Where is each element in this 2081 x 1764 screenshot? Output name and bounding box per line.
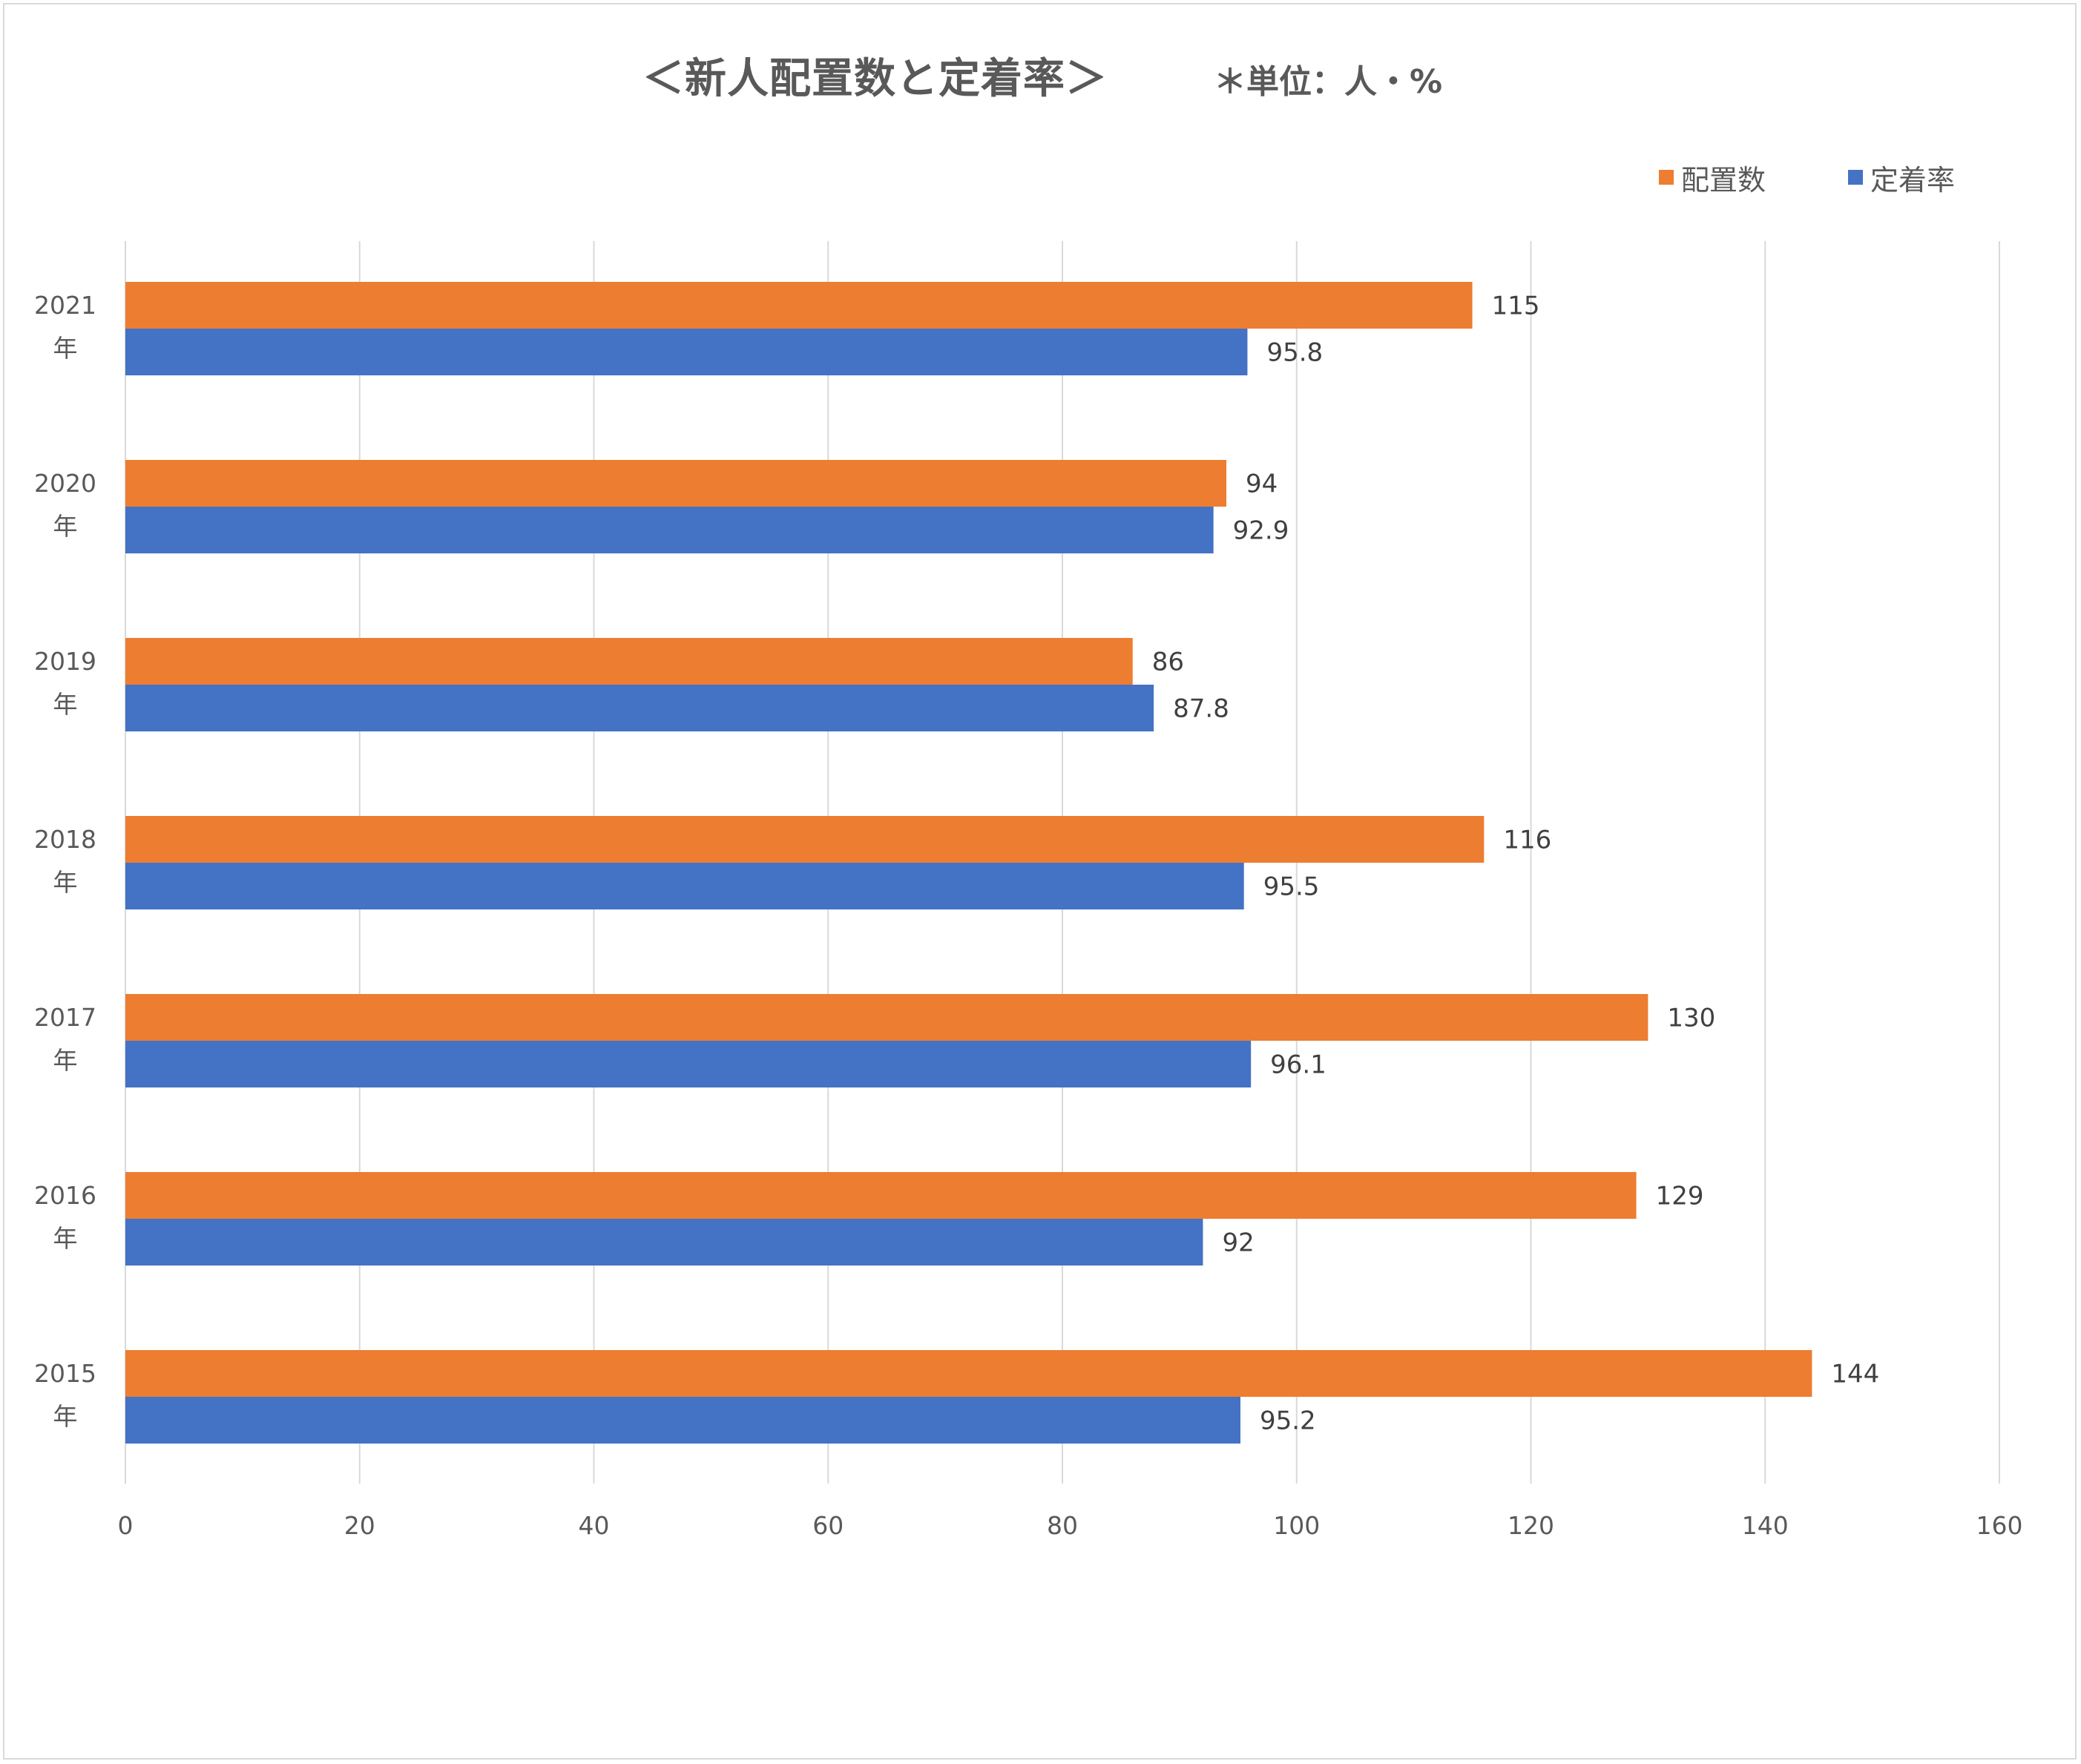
chart-title: ＜新人配置数と定着率＞ [642, 55, 1108, 103]
x-tick-label: 160 [1976, 1511, 2023, 1540]
legend-swatch-blue [1848, 170, 1863, 185]
x-tick-label: 120 [1508, 1511, 1554, 1540]
y-category-label: 2021 [34, 291, 96, 320]
y-category-label: 2017 [34, 1003, 96, 1032]
bar-placement [125, 282, 1473, 329]
x-tick-label: 20 [344, 1511, 375, 1540]
y-category-label: 年 [53, 1046, 78, 1075]
bar-placement [125, 816, 1485, 863]
data-label-placement: 94 [1246, 470, 1278, 499]
x-tick-label: 80 [1047, 1511, 1078, 1540]
data-label-placement: 115 [1492, 292, 1540, 321]
data-label-placement: 129 [1656, 1182, 1704, 1211]
bar-retention [125, 1041, 1252, 1087]
bar-retention [125, 863, 1244, 909]
y-category-label: 2018 [34, 825, 96, 854]
data-label-placement: 144 [1831, 1360, 1879, 1389]
legend-item-retention: 定着率 [1848, 159, 1956, 197]
y-category-label: 年 [53, 690, 78, 719]
bar-placement [125, 994, 1648, 1041]
unit-note: ＊単位：人・% [1214, 63, 1443, 101]
data-label-placement: 116 [1503, 826, 1551, 855]
data-label-retention: 95.5 [1263, 872, 1320, 902]
data-label-retention: 92.9 [1233, 516, 1289, 546]
data-label-placement: 130 [1667, 1004, 1715, 1033]
y-category-label: 年 [53, 1402, 78, 1431]
bar-placement [125, 638, 1133, 685]
bar-retention [125, 685, 1154, 731]
legend-item-placement: 配置数 [1659, 159, 1766, 197]
x-tick-label: 0 [118, 1511, 134, 1540]
bar-retention [125, 1397, 1240, 1444]
y-category-label: 年 [53, 512, 78, 541]
data-label-retention: 96.1 [1270, 1050, 1326, 1080]
bar-retention [125, 507, 1214, 553]
x-tick-label: 100 [1273, 1511, 1320, 1540]
y-category-label: 年 [53, 868, 78, 897]
y-category-label: 年 [53, 1224, 78, 1253]
data-label-retention: 95.2 [1260, 1406, 1316, 1436]
bar-retention [125, 329, 1248, 375]
x-tick-label: 60 [812, 1511, 844, 1540]
legend-label-placement: 配置数 [1681, 163, 1766, 197]
data-label-placement: 86 [1152, 648, 1184, 677]
y-category-label: 2015 [34, 1359, 96, 1388]
legend-label-retention: 定着率 [1870, 163, 1956, 197]
bar-placement [125, 460, 1227, 507]
y-category-label: 2019 [34, 647, 96, 676]
y-category-label: 年 [53, 334, 78, 363]
y-category-label: 2020 [34, 469, 96, 498]
data-label-retention: 95.8 [1266, 338, 1323, 368]
bar-placement [125, 1350, 1812, 1397]
bar-retention [125, 1219, 1203, 1266]
x-tick-label: 140 [1742, 1511, 1789, 1540]
data-label-retention: 87.8 [1173, 694, 1229, 724]
bar-placement [125, 1172, 1637, 1219]
y-category-label: 2016 [34, 1181, 96, 1210]
x-tick-label: 40 [579, 1511, 610, 1540]
legend-swatch-orange [1659, 170, 1674, 185]
data-label-retention: 92 [1222, 1228, 1254, 1258]
